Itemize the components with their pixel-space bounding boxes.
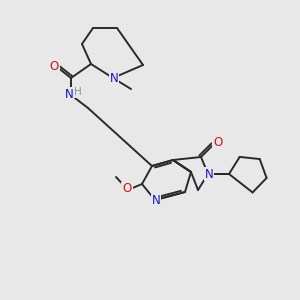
Text: O: O [50, 61, 58, 74]
Text: H: H [74, 87, 82, 97]
Text: N: N [205, 167, 213, 181]
Text: N: N [110, 71, 118, 85]
Text: N: N [64, 88, 74, 100]
Text: O: O [213, 136, 223, 149]
Text: N: N [152, 194, 160, 208]
Text: O: O [122, 182, 132, 196]
